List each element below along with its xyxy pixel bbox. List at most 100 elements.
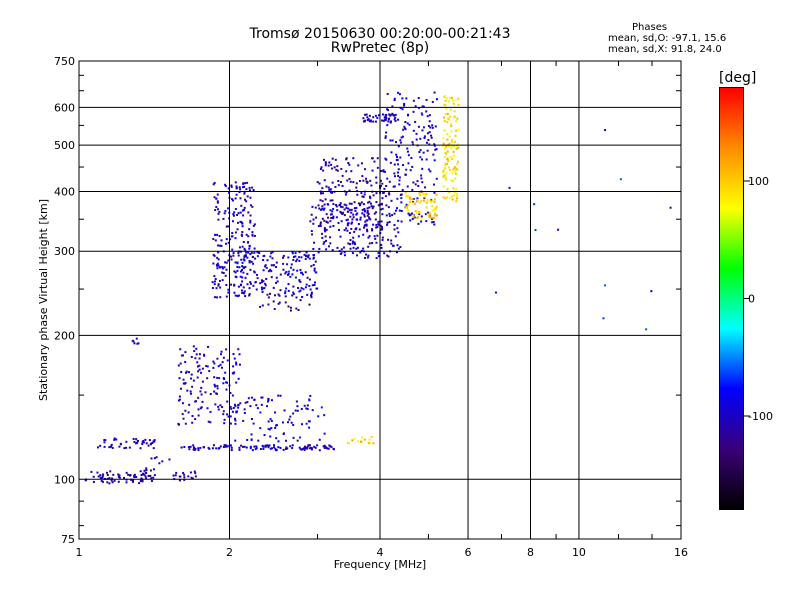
echo-point: [286, 447, 289, 450]
echo-point: [284, 292, 287, 295]
echo-point: [219, 404, 222, 407]
echo-point: [262, 280, 265, 283]
echo-point: [296, 269, 299, 272]
echo-point: [367, 442, 370, 445]
echo-point: [216, 267, 219, 270]
echo-point: [351, 221, 354, 224]
echo-point: [234, 294, 237, 297]
echo-point: [421, 113, 424, 116]
echo-point: [457, 103, 460, 106]
echo-point: [155, 456, 158, 459]
echo-point: [409, 200, 412, 203]
echo-point: [251, 233, 254, 236]
echo-point: [310, 265, 313, 268]
echo-point: [194, 475, 197, 478]
echo-point: [214, 209, 217, 212]
echo-point: [292, 424, 295, 427]
echo-point: [300, 448, 303, 451]
echo-point: [399, 156, 402, 159]
echo-point: [425, 98, 428, 101]
echo-point: [294, 252, 297, 255]
echo-point: [407, 162, 410, 165]
echo-point: [298, 290, 301, 293]
echo-point: [406, 208, 409, 211]
echo-point: [396, 158, 399, 161]
echo-point: [211, 447, 214, 450]
echo-point: [351, 252, 354, 255]
echo-point: [457, 97, 460, 100]
echo-point: [265, 277, 268, 280]
echo-point: [324, 161, 327, 164]
echo-point: [369, 197, 372, 200]
echo-point: [212, 253, 215, 256]
echo-point: [379, 179, 382, 182]
echo-point: [342, 211, 345, 214]
y-tick-label: 400: [54, 185, 75, 198]
echo-point: [103, 438, 106, 441]
echo-point: [311, 284, 314, 287]
echo-point: [253, 234, 256, 237]
echo-point: [285, 446, 288, 449]
echo-point: [300, 407, 303, 410]
echo-point: [193, 350, 196, 353]
echo-point: [323, 414, 326, 417]
echo-point: [311, 233, 314, 236]
echo-point: [377, 220, 380, 223]
echo-point: [183, 445, 186, 448]
echo-point: [391, 139, 394, 142]
echo-point: [414, 210, 417, 213]
echo-point: [357, 202, 360, 205]
echo-point: [384, 136, 387, 139]
echo-point: [275, 424, 278, 427]
echo-point: [234, 419, 237, 422]
echo-point: [379, 224, 382, 227]
echo-point: [377, 223, 380, 226]
echo-point: [303, 448, 306, 451]
echo-point: [412, 143, 415, 146]
echo-point: [354, 209, 357, 212]
echo-point: [350, 208, 353, 211]
echo-point: [267, 420, 270, 423]
echo-point: [180, 371, 183, 374]
echo-point: [256, 407, 259, 410]
echo-point: [390, 120, 393, 123]
echo-point: [397, 231, 400, 234]
echo-point: [113, 437, 116, 440]
echo-point: [289, 309, 292, 312]
echo-point: [247, 235, 250, 238]
echo-point: [432, 183, 435, 186]
echo-point: [213, 182, 216, 185]
echo-point: [450, 130, 453, 133]
echo-point: [234, 261, 237, 264]
echo-point: [192, 448, 195, 451]
echo-point: [397, 247, 400, 250]
echo-point: [432, 200, 435, 203]
echo-point: [192, 444, 195, 447]
echo-point: [234, 197, 237, 200]
echo-point: [262, 259, 265, 262]
echo-point: [411, 188, 414, 191]
echo-point: [444, 175, 447, 178]
echo-point: [245, 446, 248, 449]
echo-point: [389, 161, 392, 164]
echo-point: [323, 179, 326, 182]
echo-point: [312, 247, 315, 250]
echo-point: [194, 472, 197, 475]
echo-point: [428, 114, 431, 117]
echo-point: [216, 376, 219, 379]
echo-point: [184, 371, 187, 374]
echo-point: [246, 401, 249, 404]
echo-point: [102, 473, 105, 476]
echo-point: [224, 183, 227, 186]
echo-point: [371, 207, 374, 210]
echo-point: [405, 203, 408, 206]
echo-point: [393, 97, 396, 100]
echo-point: [275, 437, 278, 440]
echo-point: [235, 361, 238, 364]
echo-point: [255, 273, 258, 276]
echo-point: [334, 158, 337, 161]
echo-point: [358, 179, 361, 182]
echo-point: [221, 271, 224, 274]
echo-point: [365, 177, 368, 180]
echo-point: [243, 255, 246, 258]
